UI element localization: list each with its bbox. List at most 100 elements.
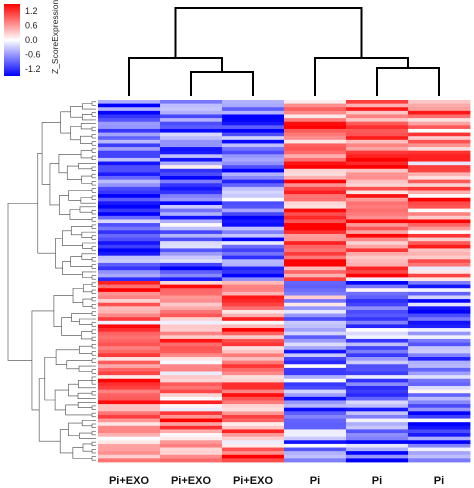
heatmap-cell	[160, 168, 223, 173]
heatmap-cell	[222, 393, 285, 398]
heatmap-cell	[222, 208, 285, 213]
dendrogram-branch	[66, 360, 92, 370]
heatmap-cell	[346, 266, 409, 271]
heatmap-cell	[222, 186, 285, 191]
heatmap-cell	[346, 136, 409, 141]
heatmap-cell	[346, 147, 409, 152]
heatmap-cell	[98, 154, 161, 159]
heatmap-cell	[408, 320, 471, 325]
heatmap-cell	[98, 197, 161, 202]
heatmap-cell	[284, 447, 347, 452]
heatmap-cell	[284, 295, 347, 300]
heatmap-cell	[222, 349, 285, 354]
heatmap-cell	[408, 100, 471, 105]
heatmap-cell	[222, 201, 285, 206]
dendrogram-branch	[70, 256, 92, 267]
heatmap-cell	[284, 364, 347, 369]
heatmap-cell	[346, 389, 409, 394]
heatmap-cell	[346, 241, 409, 246]
heatmap-cell	[408, 291, 471, 296]
heatmap-cell	[408, 331, 471, 336]
heatmap-cell	[284, 454, 347, 459]
heatmap-cell	[98, 201, 161, 206]
heatmap-cell	[160, 201, 223, 206]
dendrogram-branch	[53, 295, 74, 327]
heatmap-cell	[284, 425, 347, 430]
dendrogram-branch	[81, 331, 92, 340]
dendrogram-branch	[54, 389, 69, 411]
heatmap-cell	[284, 150, 347, 155]
heatmap-cell	[222, 360, 285, 365]
heatmap-cell	[408, 241, 471, 246]
heatmap-cell	[98, 150, 161, 155]
dendrogram-branch	[79, 206, 92, 213]
heatmap-cell	[346, 288, 409, 293]
heatmap-cell	[346, 454, 409, 459]
heatmap-cell	[98, 226, 161, 231]
heatmap-cell	[98, 320, 161, 325]
heatmap-cell	[284, 385, 347, 390]
heatmap-cell	[346, 324, 409, 329]
heatmap-cell	[346, 252, 409, 257]
heatmap-cell	[284, 335, 347, 340]
column-label: Pi+EXO	[109, 475, 149, 487]
heatmap-cell	[222, 342, 285, 347]
heatmap-cell	[160, 190, 223, 195]
heatmap-cell	[284, 262, 347, 267]
dendrogram-branch	[55, 349, 80, 366]
dendrogram-branch	[7, 202, 38, 361]
heatmap-cell	[222, 281, 285, 286]
heatmap-cell	[284, 443, 347, 448]
heatmap-cell	[284, 157, 347, 162]
legend-title: Z_ScoreExpression	[50, 0, 60, 74]
dendrogram-branch	[58, 154, 82, 174]
heatmap-cell	[346, 273, 409, 278]
heatmap-cell	[160, 407, 223, 412]
dendrogram-branch	[69, 209, 92, 220]
heatmap-cell	[222, 212, 285, 217]
heatmap-cell	[98, 349, 161, 354]
heatmap-cell	[160, 433, 223, 438]
dendrogram-branch	[68, 422, 83, 437]
heatmap-cell	[408, 454, 471, 459]
heatmap-cell	[284, 400, 347, 405]
heatmap-cell	[160, 165, 223, 170]
heatmap-cell	[160, 244, 223, 249]
heatmap-cell	[284, 338, 347, 343]
heatmap-cell	[408, 313, 471, 318]
heatmap-cell	[346, 284, 409, 289]
heatmap-cell	[222, 443, 285, 448]
dendrogram-branch	[41, 122, 61, 185]
heatmap-cell	[222, 194, 285, 199]
heatmap-cell	[222, 172, 285, 177]
heatmap-cell	[160, 357, 223, 362]
heatmap-cell	[346, 378, 409, 383]
dendrogram-branch	[60, 111, 71, 134]
heatmap-cell	[160, 440, 223, 445]
heatmap-cell	[346, 143, 409, 148]
heatmap-cell	[222, 165, 285, 170]
heatmap-cell	[222, 425, 285, 430]
heatmap-cell	[222, 451, 285, 456]
heatmap-cell	[346, 335, 409, 340]
dendrogram-branch	[79, 432, 92, 439]
heatmap-cell	[408, 328, 471, 333]
dendrogram-branch	[78, 163, 92, 170]
heatmap-cell	[346, 262, 409, 267]
heatmap-cell	[98, 208, 161, 213]
heatmap-cell	[346, 259, 409, 264]
heatmap-cell	[98, 241, 161, 246]
heatmap-cell	[222, 335, 285, 340]
heatmap-cell	[284, 331, 347, 336]
heatmap-cell	[222, 364, 285, 369]
heatmap-cell	[222, 385, 285, 390]
dendrogram-branch	[128, 57, 223, 96]
heatmap-cell	[346, 270, 409, 275]
heatmap-cell	[408, 440, 471, 445]
dendrogram-branch	[65, 404, 92, 416]
heatmap-cell	[346, 291, 409, 296]
heatmap-cell	[346, 302, 409, 307]
heatmap-cell	[284, 125, 347, 130]
heatmap-cell	[222, 255, 285, 260]
heatmap-cell	[222, 338, 285, 343]
